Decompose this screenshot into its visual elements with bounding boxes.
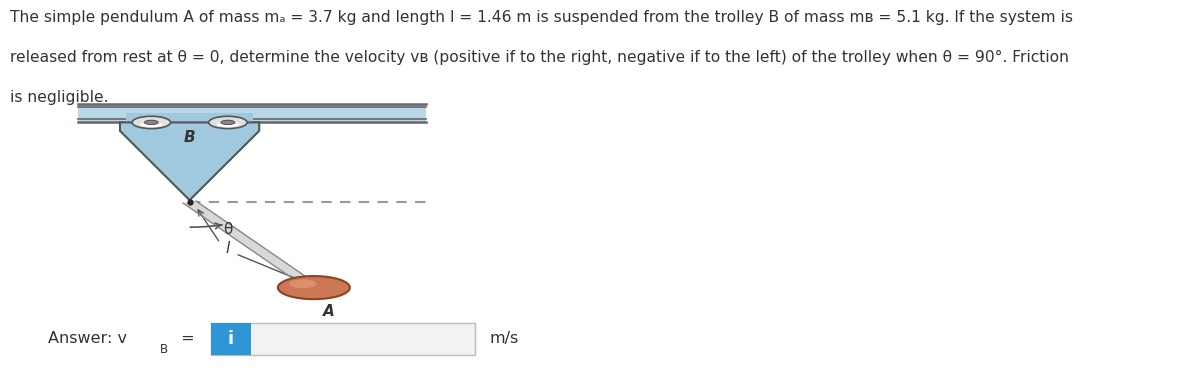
Text: m/s: m/s (490, 331, 518, 346)
Text: B: B (184, 131, 196, 145)
Text: is negligible.: is negligible. (10, 90, 108, 105)
Circle shape (221, 120, 235, 125)
Text: released from rest at θ = 0, determine the velocity vʙ (positive if to the right: released from rest at θ = 0, determine t… (10, 50, 1068, 65)
Circle shape (132, 116, 170, 129)
Circle shape (289, 280, 317, 288)
Text: =: = (176, 331, 196, 346)
Bar (211, 323, 475, 355)
Text: l: l (226, 241, 230, 256)
Text: The simple pendulum A of mass mₐ = 3.7 kg and length l = 1.46 m is suspended fro: The simple pendulum A of mass mₐ = 3.7 k… (10, 10, 1073, 25)
Text: Answer: v: Answer: v (48, 331, 127, 346)
Bar (78, 104, 426, 122)
Text: B: B (160, 343, 168, 356)
Polygon shape (184, 201, 320, 289)
Circle shape (145, 120, 158, 125)
Circle shape (209, 116, 247, 129)
Bar (126, 113, 253, 123)
Circle shape (278, 276, 350, 299)
Text: A: A (324, 304, 335, 319)
Text: θ: θ (223, 222, 233, 237)
Polygon shape (120, 122, 259, 200)
Text: i: i (228, 330, 234, 348)
Bar (211, 323, 251, 355)
